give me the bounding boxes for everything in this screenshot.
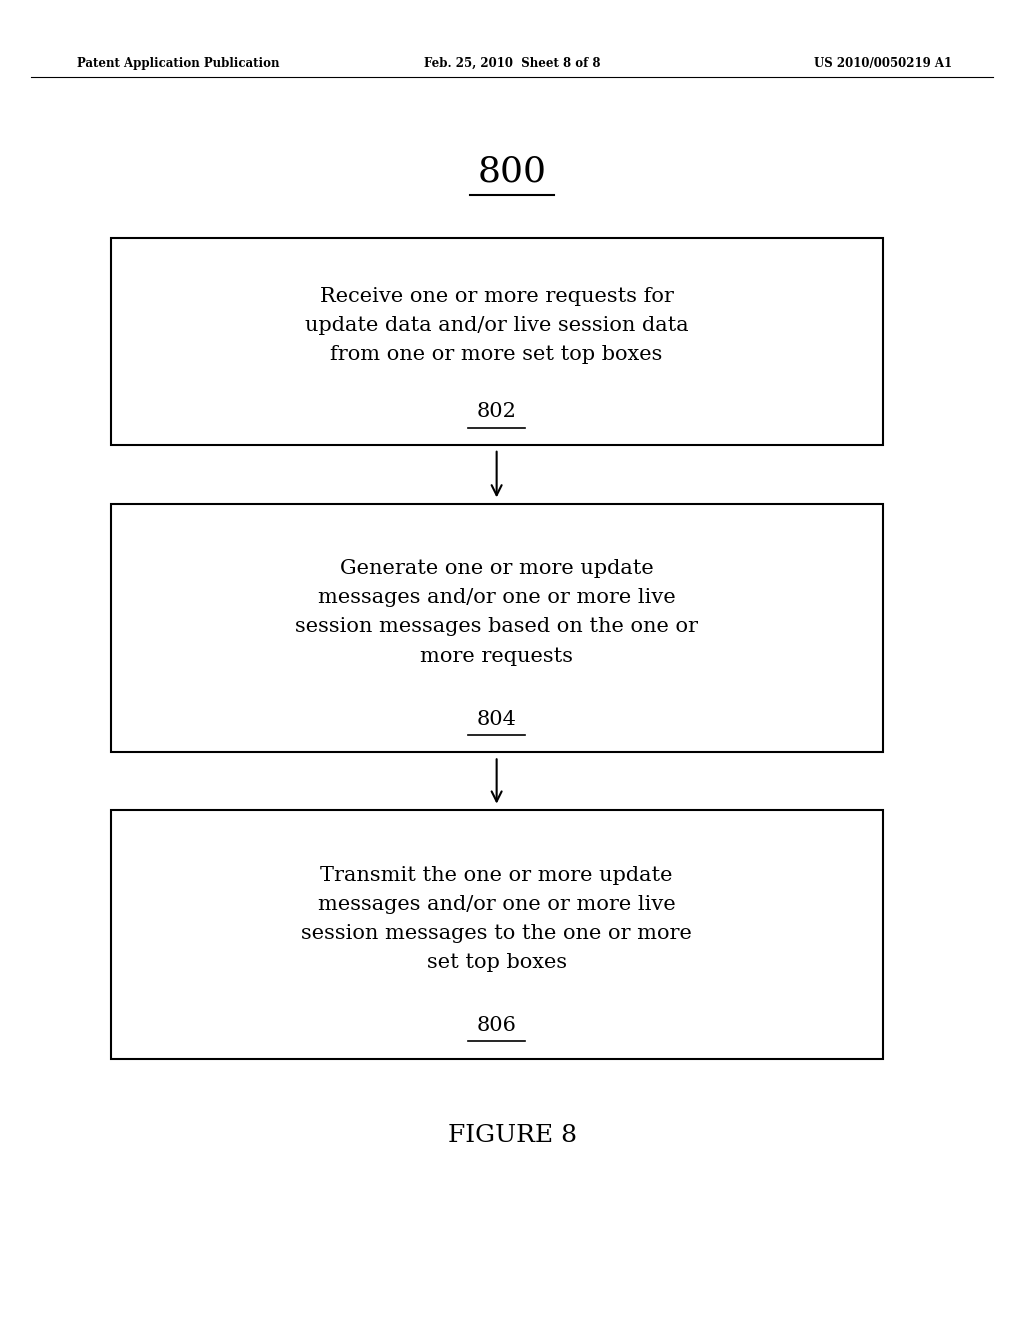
Text: more requests: more requests bbox=[420, 647, 573, 665]
Text: Transmit the one or more update: Transmit the one or more update bbox=[321, 866, 673, 884]
FancyBboxPatch shape bbox=[111, 238, 883, 445]
Text: update data and/or live session data: update data and/or live session data bbox=[305, 315, 688, 335]
FancyBboxPatch shape bbox=[111, 810, 883, 1059]
Text: Feb. 25, 2010  Sheet 8 of 8: Feb. 25, 2010 Sheet 8 of 8 bbox=[424, 57, 600, 70]
Text: messages and/or one or more live: messages and/or one or more live bbox=[317, 895, 676, 913]
Text: US 2010/0050219 A1: US 2010/0050219 A1 bbox=[814, 57, 952, 70]
Text: 800: 800 bbox=[477, 154, 547, 189]
Text: Receive one or more requests for: Receive one or more requests for bbox=[319, 286, 674, 306]
Text: 804: 804 bbox=[477, 710, 516, 729]
Text: from one or more set top boxes: from one or more set top boxes bbox=[331, 345, 663, 364]
Text: 802: 802 bbox=[477, 403, 516, 421]
Text: set top boxes: set top boxes bbox=[427, 953, 566, 972]
Text: session messages based on the one or: session messages based on the one or bbox=[295, 618, 698, 636]
FancyBboxPatch shape bbox=[111, 504, 883, 752]
Text: Generate one or more update: Generate one or more update bbox=[340, 560, 653, 578]
Text: Patent Application Publication: Patent Application Publication bbox=[77, 57, 280, 70]
Text: 806: 806 bbox=[477, 1016, 516, 1035]
Text: session messages to the one or more: session messages to the one or more bbox=[301, 924, 692, 942]
Text: FIGURE 8: FIGURE 8 bbox=[447, 1123, 577, 1147]
Text: messages and/or one or more live: messages and/or one or more live bbox=[317, 589, 676, 607]
